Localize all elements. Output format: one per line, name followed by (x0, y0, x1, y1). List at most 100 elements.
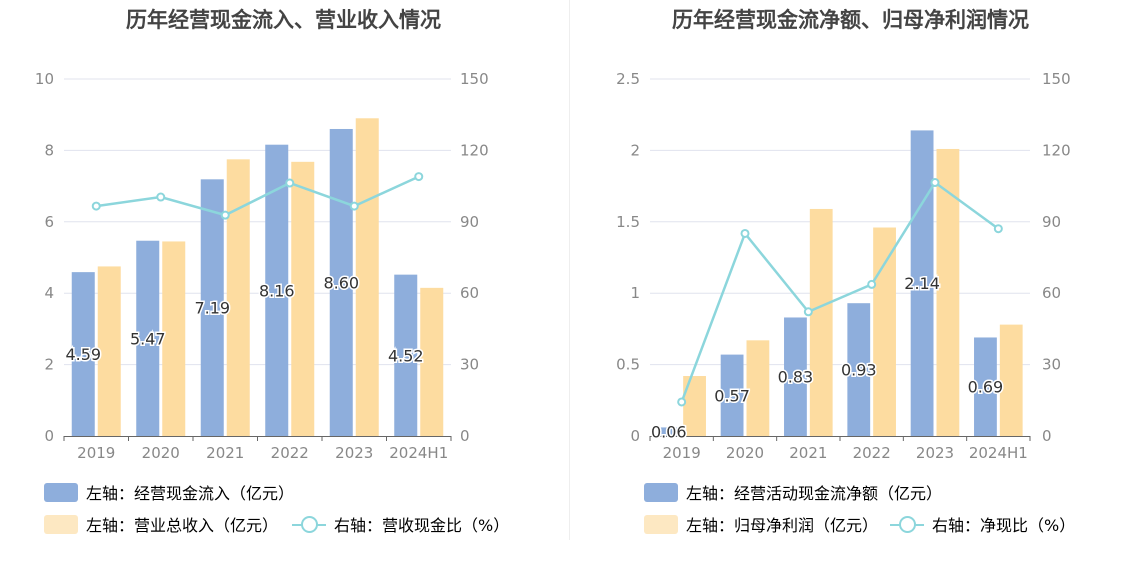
bar-secondary (291, 161, 315, 436)
y-right-tick-label: 0 (1042, 427, 1052, 445)
bar-primary (329, 128, 353, 437)
bar-secondary (683, 376, 706, 436)
legend-swatch (644, 514, 678, 534)
y-left-tick-label: 2.5 (616, 70, 640, 88)
bar-secondary (97, 266, 121, 436)
y-right-tick-label: 60 (1042, 284, 1061, 302)
y-left-tick-label: 2 (630, 141, 640, 159)
x-tick-label: 2024H1 (969, 444, 1028, 462)
data-label: 4.59 (65, 345, 101, 364)
bar-primary (847, 303, 871, 436)
y-left-tick-label: 0 (630, 427, 640, 445)
bar-primary (974, 337, 997, 436)
line-point (993, 224, 1003, 234)
bar-secondary (162, 241, 186, 436)
x-tick-label: 2019 (663, 444, 701, 462)
bar-primary (71, 272, 95, 436)
data-label: 5.47 (130, 329, 166, 348)
x-tick-label: 2020 (726, 444, 764, 462)
y-right-tick-label: 150 (1042, 70, 1071, 88)
legend-item-net-cashflow[interactable]: 左轴：经营活动现金流净额（亿元） (644, 480, 942, 504)
y-left-tick-label: 10 (35, 70, 54, 88)
series-line (96, 175, 420, 217)
y-right-tick-label: 30 (1042, 356, 1061, 374)
x-tick-label: 2023 (335, 444, 373, 462)
legend-label: 左轴：营业总收入（亿元） (86, 516, 279, 535)
y-left-tick-label: 1.5 (616, 213, 640, 231)
y-left-tick-label: 8 (44, 141, 54, 159)
data-label: 8.60 (323, 273, 359, 292)
line-point (285, 178, 295, 188)
bar-secondary (746, 340, 770, 436)
legend-label: 左轴：经营现金流入（亿元） (86, 484, 295, 503)
legend-line-swatch (292, 515, 326, 534)
x-tick-label: 2021 (789, 444, 827, 462)
line-point (91, 201, 101, 211)
y-right-tick-label: 0 (460, 427, 470, 445)
panel-divider (569, 0, 570, 540)
legend-swatch (44, 482, 78, 502)
chart-title: 历年经营现金流净额、归母净利润情况 (672, 8, 1029, 32)
y-right-tick-label: 90 (1042, 213, 1061, 231)
line-point (803, 307, 813, 317)
x-tick-label: 2022 (271, 444, 309, 462)
data-label: 0.57 (714, 386, 750, 405)
y-right-tick-label: 150 (460, 70, 489, 88)
bar-primary (784, 317, 807, 436)
bar-primary (910, 130, 934, 436)
y-left-tick-label: 1 (630, 284, 640, 302)
chart-title: 历年经营现金流入、营业收入情况 (126, 8, 441, 32)
line-point (677, 397, 687, 407)
bar-primary (200, 179, 224, 436)
legend-label: 左轴：经营活动现金流净额（亿元） (686, 484, 943, 503)
bar-primary (657, 427, 681, 436)
bar-secondary (420, 287, 444, 436)
line-point (740, 228, 750, 238)
legend-item-net-cash-ratio[interactable]: 右轴：净现比（%） (890, 512, 1075, 536)
legend-line-swatch (890, 515, 924, 534)
legend-item-ratio[interactable]: 右轴：营收现金比（%） (292, 512, 509, 536)
data-label: 0.69 (968, 378, 1004, 397)
data-label: 0.06 (651, 423, 687, 442)
bar-secondary (873, 227, 896, 436)
x-tick-label: 2024H1 (389, 444, 448, 462)
line-point (349, 201, 359, 211)
y-left-tick-label: 6 (44, 213, 54, 231)
y-right-tick-label: 60 (460, 284, 479, 302)
series-line (680, 180, 1000, 403)
y-right-tick-label: 120 (460, 141, 489, 159)
y-left-tick-label: 2 (44, 356, 54, 374)
bar-secondary (226, 159, 250, 436)
legend-swatch (644, 482, 678, 502)
data-label: 2.14 (904, 274, 940, 293)
line-point (414, 172, 424, 182)
x-tick-label: 2019 (77, 444, 115, 462)
bar-primary (265, 144, 289, 437)
legend-item-revenue[interactable]: 左轴：营业总收入（亿元） (44, 512, 278, 536)
y-left-tick-label: 0.5 (616, 356, 640, 374)
line-point (156, 192, 166, 202)
chart-panel-left: 历年经营现金流入、营业收入情况 0 0 2 30 4 60 6 90 8 120 10 150 2019… (35, 8, 509, 536)
bar-primary (394, 274, 418, 436)
legend-label: 右轴：净现比（%） (932, 516, 1076, 535)
x-tick-label: 2023 (916, 444, 954, 462)
bar-secondary (936, 148, 960, 437)
x-tick-label: 2020 (142, 444, 180, 462)
x-tick-label: 2021 (206, 444, 244, 462)
bar-secondary (999, 324, 1023, 436)
y-right-tick-label: 90 (460, 213, 479, 231)
bar-primary (720, 354, 744, 436)
bar-secondary (809, 208, 833, 436)
legend-item-inflow[interactable]: 左轴：经营现金流入（亿元） (44, 480, 294, 504)
bar-primary (136, 240, 160, 436)
y-right-tick-label: 120 (1042, 141, 1071, 159)
line-point (220, 210, 230, 220)
chart-plot-area: 0 0 0.5 30 1 60 1.5 90 2 120 2.5 150 2019 2020 2021 202… (616, 70, 1071, 462)
chart-plot-area: 0 0 2 30 4 60 6 90 8 120 10 150 2019 2020 2021 2022 2023… (35, 70, 489, 462)
legend-label: 右轴：营收现金比（%） (334, 516, 510, 535)
y-left-tick-label: 4 (44, 284, 54, 302)
data-label: 4.52 (388, 346, 424, 365)
data-label: 0.93 (841, 361, 877, 380)
legend-item-net-profit[interactable]: 左轴：归母净利润（亿元） (644, 512, 878, 536)
y-right-tick-label: 30 (460, 356, 479, 374)
